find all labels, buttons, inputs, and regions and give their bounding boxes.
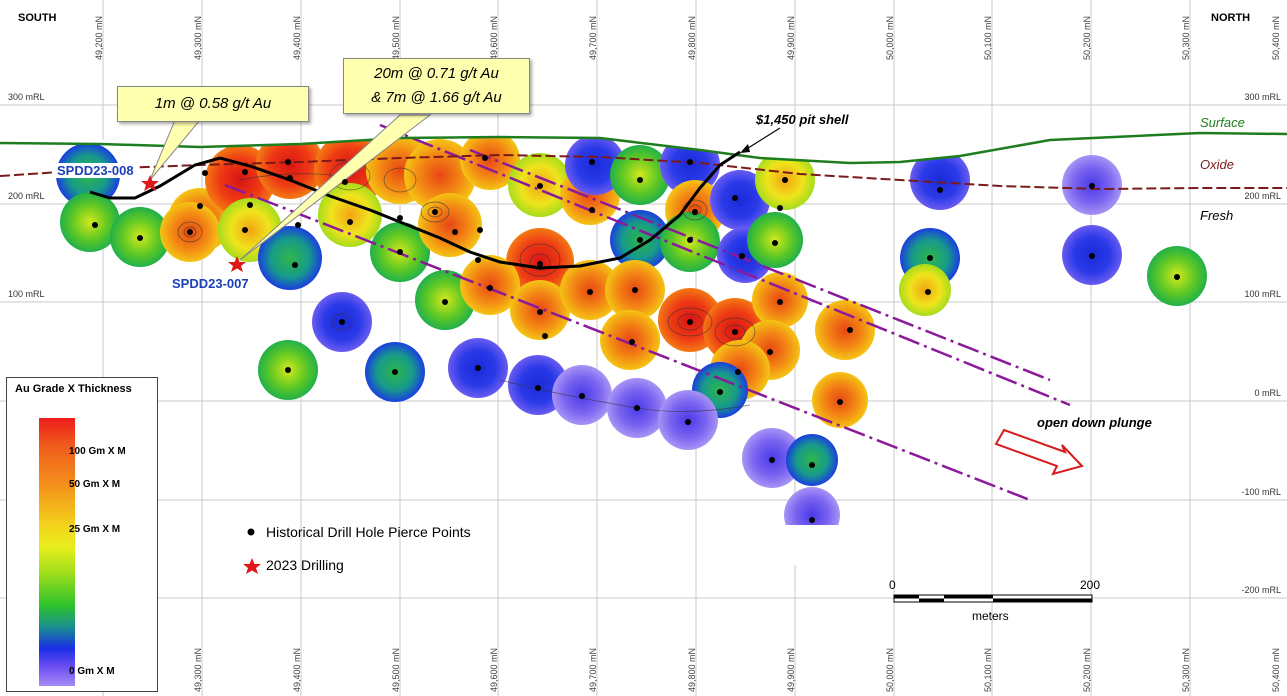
bottom-northing-label: 49,500 mN xyxy=(391,647,401,692)
south-label: SOUTH xyxy=(18,12,57,24)
surface-line xyxy=(0,131,1287,165)
legend-tick-25: 25 Gm X M xyxy=(69,524,121,535)
legend-title: Au Grade X Thickness xyxy=(15,383,132,395)
bottom-northing-label: 49,400 mN xyxy=(292,647,302,692)
north-label: NORTH xyxy=(1211,12,1251,24)
plunge-label: open down plunge xyxy=(1037,415,1152,430)
deep-mask xyxy=(770,525,870,565)
rl-left-200: 200 mRL xyxy=(8,191,45,201)
legend: Au Grade X Thickness 100 Gm X M 50 Gm X … xyxy=(6,377,158,692)
pit-shell-pointer xyxy=(744,127,781,151)
bottom-northing-label: 50,400 mN xyxy=(1271,647,1281,692)
pit-shell-label: $1,450 pit shell xyxy=(756,112,849,127)
hole-label-spdd23-007: SPDD23-007 xyxy=(172,276,249,291)
top-northing-label: 50,000 mN xyxy=(885,15,895,60)
bottom-northing-label: 49,300 mN xyxy=(193,647,203,692)
callout-1-text: 1m @ 0.58 g/t Au xyxy=(154,95,272,112)
callout-2: 20m @ 0.71 g/t Au & 7m @ 1.66 g/t Au xyxy=(343,58,530,114)
legend-tick-100: 100 Gm X M xyxy=(69,446,126,457)
plunge-arrow xyxy=(994,428,1084,476)
top-northing-label: 50,100 mN xyxy=(983,15,993,60)
pit-shell-pointer-head xyxy=(740,144,750,153)
callout-1: 1m @ 0.58 g/t Au xyxy=(117,86,309,122)
top-northing-label: 50,200 mN xyxy=(1082,15,1092,60)
legend-color-bar xyxy=(39,418,75,686)
key-dot-icon xyxy=(247,528,255,536)
key-historical-label: Historical Drill Hole Pierce Points xyxy=(266,524,471,540)
legend-tick-0: 0 Gm X M xyxy=(69,666,115,677)
bottom-northing-label: 50,100 mN xyxy=(983,647,993,692)
callout-2-line1: 20m @ 0.71 g/t Au xyxy=(374,65,499,82)
bottom-northing-label: 49,900 mN xyxy=(786,647,796,692)
top-northing-label: 49,400 mN xyxy=(292,15,302,60)
bottom-northing-label: 49,700 mN xyxy=(588,647,598,692)
top-northing-label: 49,700 mN xyxy=(588,15,598,60)
scale-unit-label: meters xyxy=(972,609,1009,623)
rl-right-100: 100 mRL xyxy=(1244,289,1281,299)
callout2-pointer xyxy=(239,114,432,261)
top-northing-label: 49,600 mN xyxy=(489,15,499,60)
rl-right-0: 0 mRL xyxy=(1254,388,1281,398)
structure-lines xyxy=(224,123,1071,502)
key-drilling-label: 2023 Drilling xyxy=(266,557,344,573)
rl-right-200: 200 mRL xyxy=(1244,191,1281,201)
grade-contour-blobs xyxy=(56,130,1207,543)
surface-label: Surface xyxy=(1200,115,1245,130)
rl-left-300: 300 mRL xyxy=(8,92,45,102)
hole-label-spdd23-008: SPDD23-008 xyxy=(55,163,136,178)
top-northing-label: 49,300 mN xyxy=(193,15,203,60)
bottom-northing-label: 50,300 mN xyxy=(1181,647,1191,692)
pit-shell-line xyxy=(89,150,741,270)
drill-hole-points xyxy=(92,155,1180,523)
bottom-northing-label: 49,600 mN xyxy=(489,647,499,692)
sky-mask xyxy=(0,0,1287,163)
top-northing-label: 49,800 mN xyxy=(687,15,697,60)
bottom-northing-label: 49,800 mN xyxy=(687,647,697,692)
key-star-icon xyxy=(243,558,261,574)
star-spdd23-007 xyxy=(228,256,246,272)
scale-bar xyxy=(893,594,1093,603)
legend-tick-50: 50 Gm X M xyxy=(69,479,121,490)
fresh-label: Fresh xyxy=(1200,208,1234,223)
top-northing-label: 50,300 mN xyxy=(1181,15,1191,60)
bottom-northing-label: 50,200 mN xyxy=(1082,647,1092,692)
callout-2-line2: & 7m @ 1.66 g/t Au xyxy=(371,89,502,106)
bottom-northing-label: 50,000 mN xyxy=(885,647,895,692)
oxide-line xyxy=(0,153,1287,191)
rl-right-minus200: -200 mRL xyxy=(1241,585,1281,595)
top-northing-label: 50,400 mN xyxy=(1271,15,1281,60)
star-spdd23-008 xyxy=(141,175,159,191)
top-northing-label: 49,500 mN xyxy=(391,15,401,60)
scale-start-label: 0 xyxy=(889,578,896,592)
oxide-label: Oxide xyxy=(1200,157,1234,172)
rl-right-minus100: -100 mRL xyxy=(1241,487,1281,497)
top-northing-label: 49,200 mN xyxy=(94,15,104,60)
rl-right-300: 300 mRL xyxy=(1244,92,1281,102)
rl-left-100: 100 mRL xyxy=(8,289,45,299)
scale-end-label: 200 xyxy=(1080,578,1101,592)
top-northing-label: 49,900 mN xyxy=(786,15,796,60)
